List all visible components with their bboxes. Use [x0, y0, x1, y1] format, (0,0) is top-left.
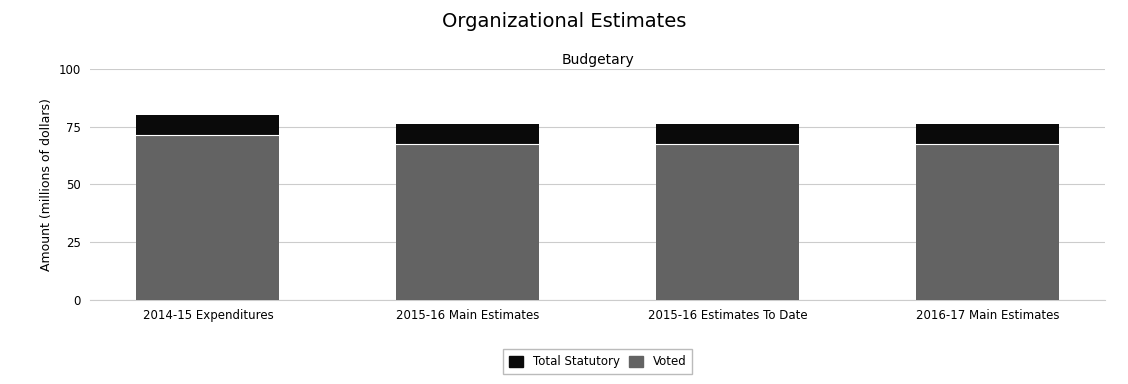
Legend: Total Statutory, Voted: Total Statutory, Voted [503, 349, 693, 374]
Bar [916, 144, 1059, 300]
Bar [136, 135, 280, 300]
Bar [396, 124, 539, 144]
Bar [396, 144, 539, 300]
Text: Organizational Estimates: Organizational Estimates [442, 12, 686, 30]
Bar [656, 144, 800, 300]
Y-axis label: Amount (millions of dollars): Amount (millions of dollars) [39, 98, 53, 271]
Bar [916, 124, 1059, 144]
Title: Budgetary: Budgetary [562, 53, 634, 66]
Bar [656, 124, 800, 144]
Bar [136, 115, 280, 135]
